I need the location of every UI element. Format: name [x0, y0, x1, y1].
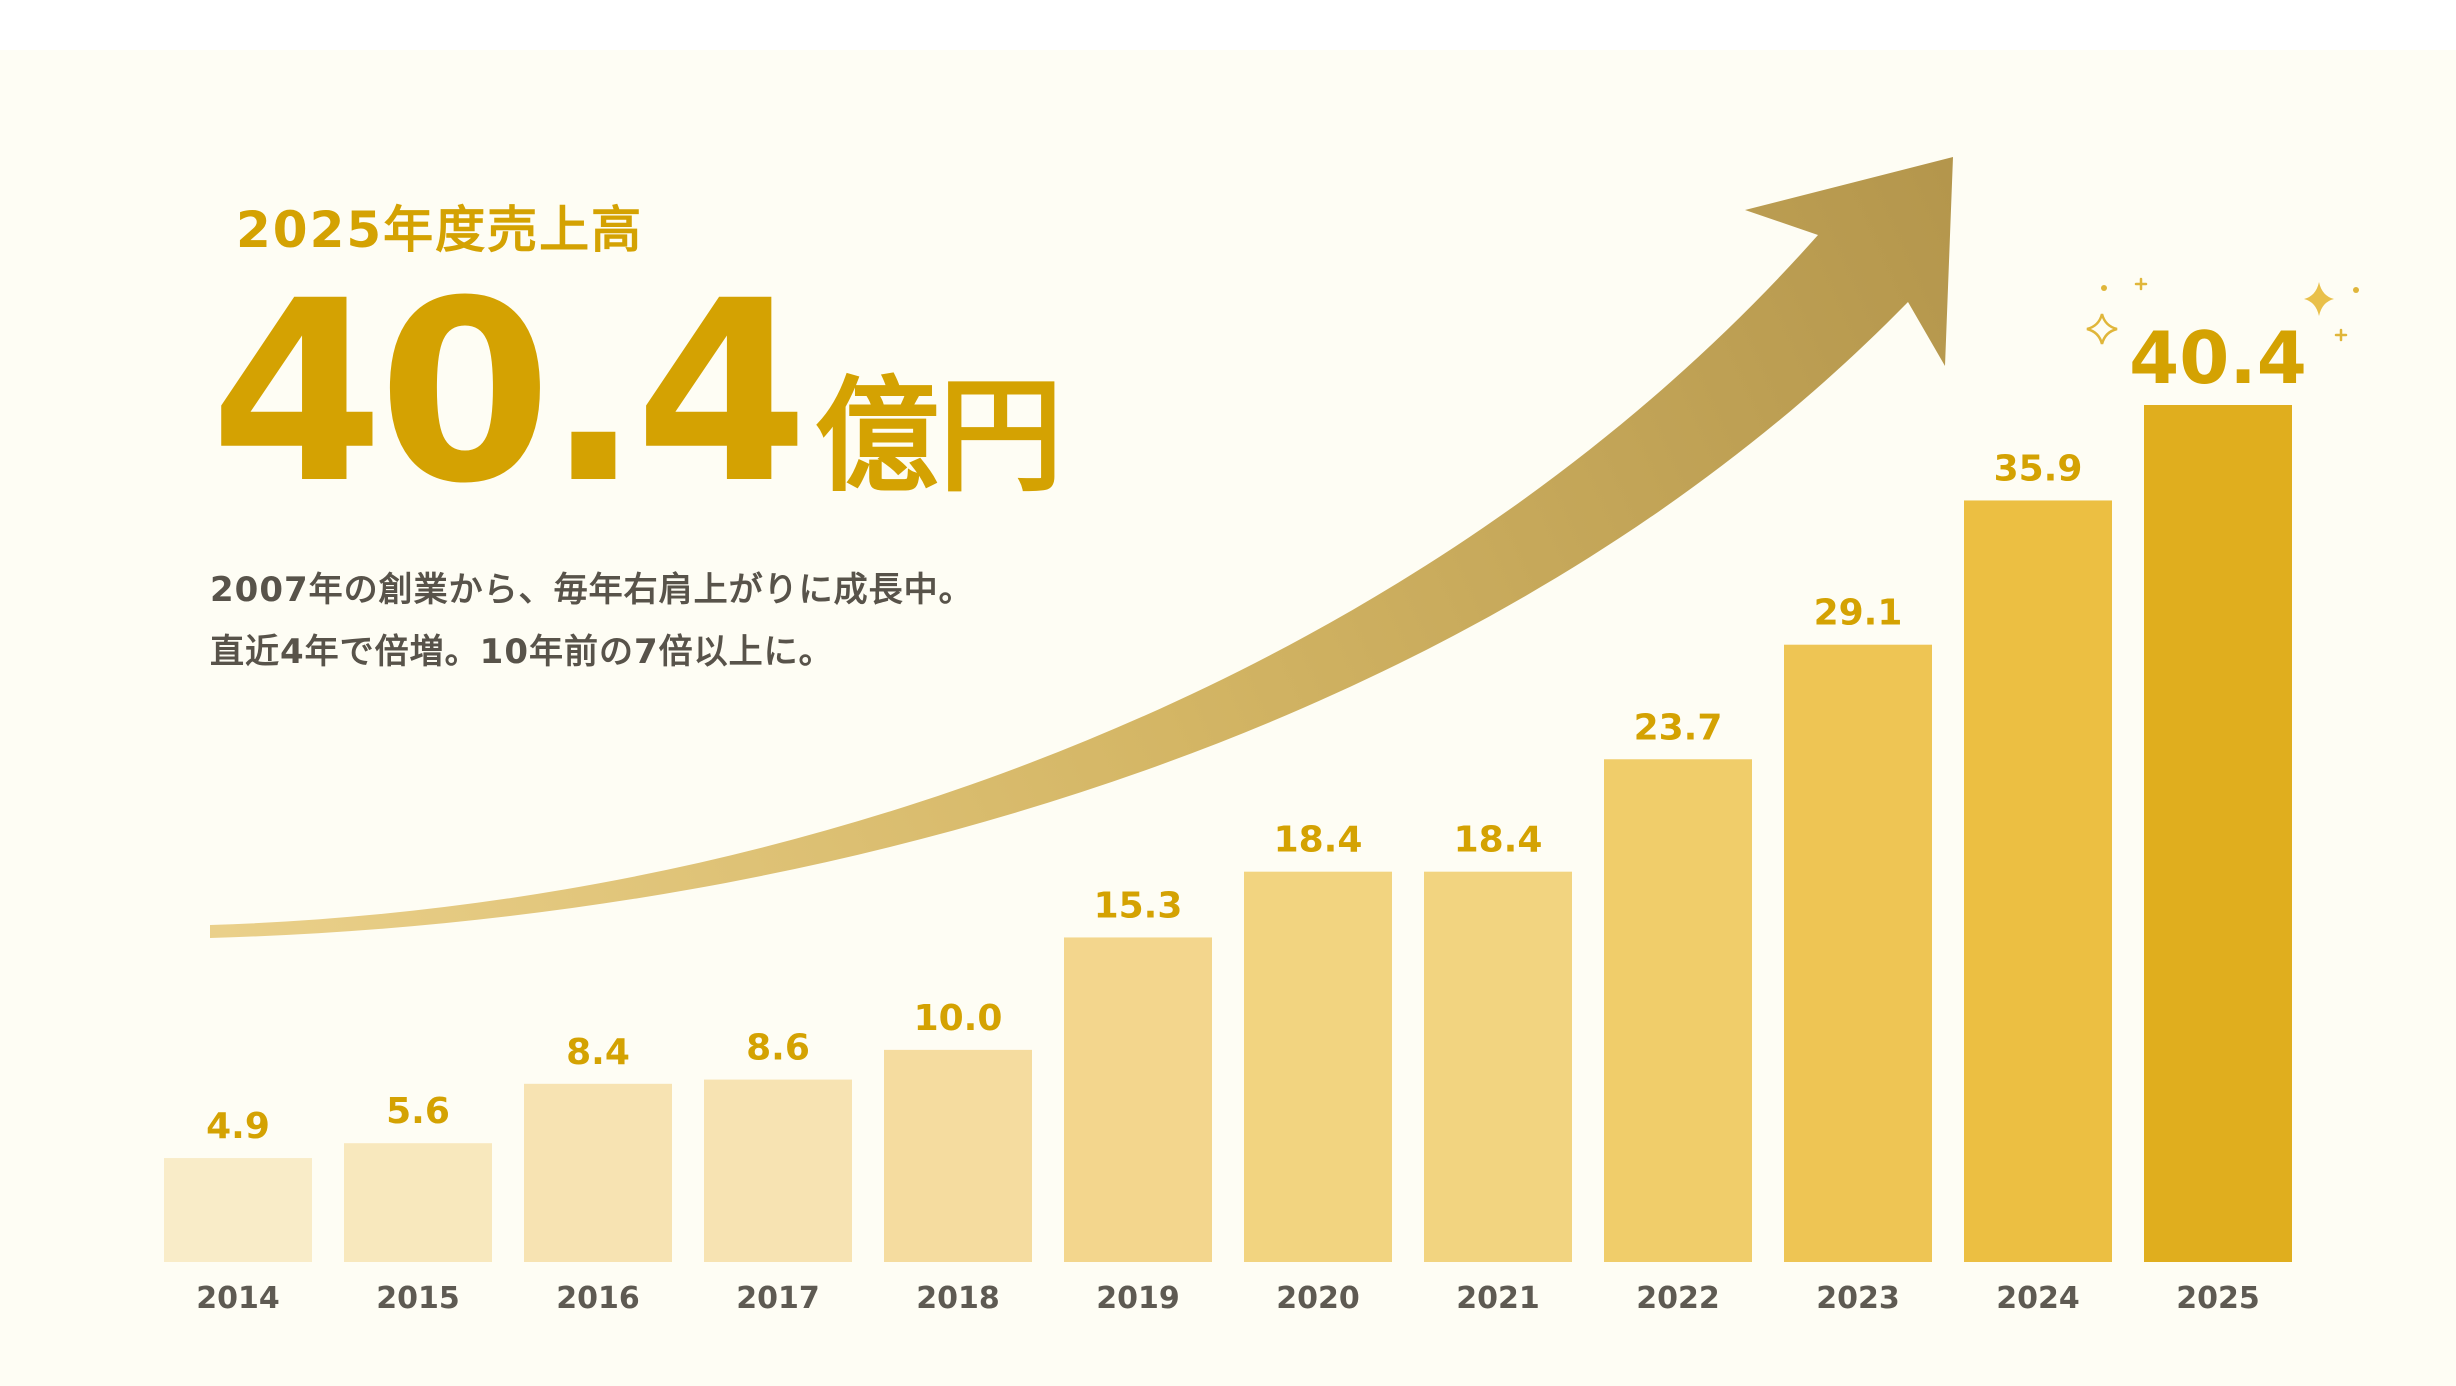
value-label-2023: 29.1: [1814, 593, 1903, 634]
value-label-2021: 18.4: [1454, 820, 1543, 861]
x-axis-label-2014: 2014: [196, 1281, 280, 1316]
sparkle-plus-icon-2: [2334, 328, 2348, 342]
sparkle-decoration: [2086, 277, 2359, 345]
x-axis-label-2018: 2018: [916, 1281, 1000, 1316]
x-axis-label-2017: 2017: [736, 1281, 820, 1316]
description-line-1: 2007年の創業から、毎年右肩上がりに成長中。: [210, 570, 974, 610]
value-label-2022: 23.7: [1634, 707, 1723, 748]
bar-2015: [344, 1143, 492, 1262]
value-label-2014: 4.9: [206, 1106, 270, 1147]
bar-2021: [1424, 871, 1572, 1262]
headline-figure: 40.4億円: [210, 268, 1063, 518]
x-axis-label-2021: 2021: [1456, 1281, 1540, 1316]
x-axis-label-2020: 2020: [1276, 1281, 1360, 1316]
x-axis-label-2015: 2015: [376, 1281, 460, 1316]
x-axis-label-2024: 2024: [1996, 1281, 2080, 1316]
headline-value: 40.4: [210, 247, 809, 538]
headline-unit: 億円: [814, 365, 1063, 509]
value-labels: 4.9 5.6 8.4 8.6 10.0 15.3 18.4 18.4 23.7 29.1 35.9…: [206, 316, 2307, 1147]
bar-2017: [704, 1079, 852, 1262]
value-label-2019: 15.3: [1094, 885, 1183, 926]
value-label-2017: 8.6: [746, 1028, 810, 1069]
bars: [164, 405, 2292, 1263]
value-label-2016: 8.4: [566, 1032, 630, 1073]
bar-2023: [1784, 644, 1932, 1262]
bar-2018: [884, 1049, 1032, 1262]
x-axis-labels: 2014 2015 2016 2017 2018 2019 2020 2021 2022 2023…: [196, 1281, 2260, 1316]
x-axis-label-2023: 2023: [1816, 1281, 1900, 1316]
value-label-2025: 40.4: [2129, 316, 2307, 400]
bar-2024: [1964, 500, 2112, 1263]
value-label-2015: 5.6: [386, 1091, 450, 1132]
x-axis-label-2022: 2022: [1636, 1281, 1720, 1316]
sparkle-dot-icon-2: [2353, 287, 2359, 293]
growth-arrow: [210, 157, 1953, 938]
sparkle-plus-icon-1: [2134, 277, 2148, 291]
bar-2022: [1604, 759, 1752, 1262]
value-label-2020: 18.4: [1274, 820, 1363, 861]
description-line-2: 直近4年で倍増。10年前の7倍以上に。: [210, 632, 834, 672]
headline-label: 2025年度売上高: [236, 201, 644, 259]
x-axis-label-2025: 2025: [2176, 1281, 2260, 1316]
bar-2016: [524, 1083, 672, 1262]
value-label-2018: 10.0: [914, 998, 1003, 1039]
sparkle-dot-icon-1: [2101, 285, 2107, 291]
bar-2019: [1064, 937, 1212, 1262]
x-axis-label-2019: 2019: [1096, 1281, 1180, 1316]
bar-2025: [2144, 405, 2292, 1262]
x-axis-label-2016: 2016: [556, 1281, 640, 1316]
sparkle-star-outline-icon: [2086, 313, 2118, 345]
sparkle-star-large-icon: [2304, 282, 2334, 316]
bar-2014: [164, 1158, 312, 1262]
bar-2020: [1244, 871, 1392, 1262]
value-label-2024: 35.9: [1994, 448, 2083, 489]
